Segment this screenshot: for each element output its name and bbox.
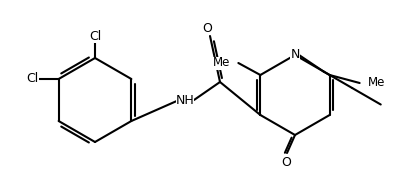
Text: Me: Me [368, 77, 385, 90]
Text: O: O [202, 22, 212, 35]
Text: Cl: Cl [27, 73, 39, 85]
Text: N: N [290, 49, 300, 61]
Text: Me: Me [213, 57, 230, 70]
Text: Cl: Cl [89, 29, 101, 43]
Text: O: O [281, 156, 291, 170]
Text: NH: NH [176, 94, 194, 106]
